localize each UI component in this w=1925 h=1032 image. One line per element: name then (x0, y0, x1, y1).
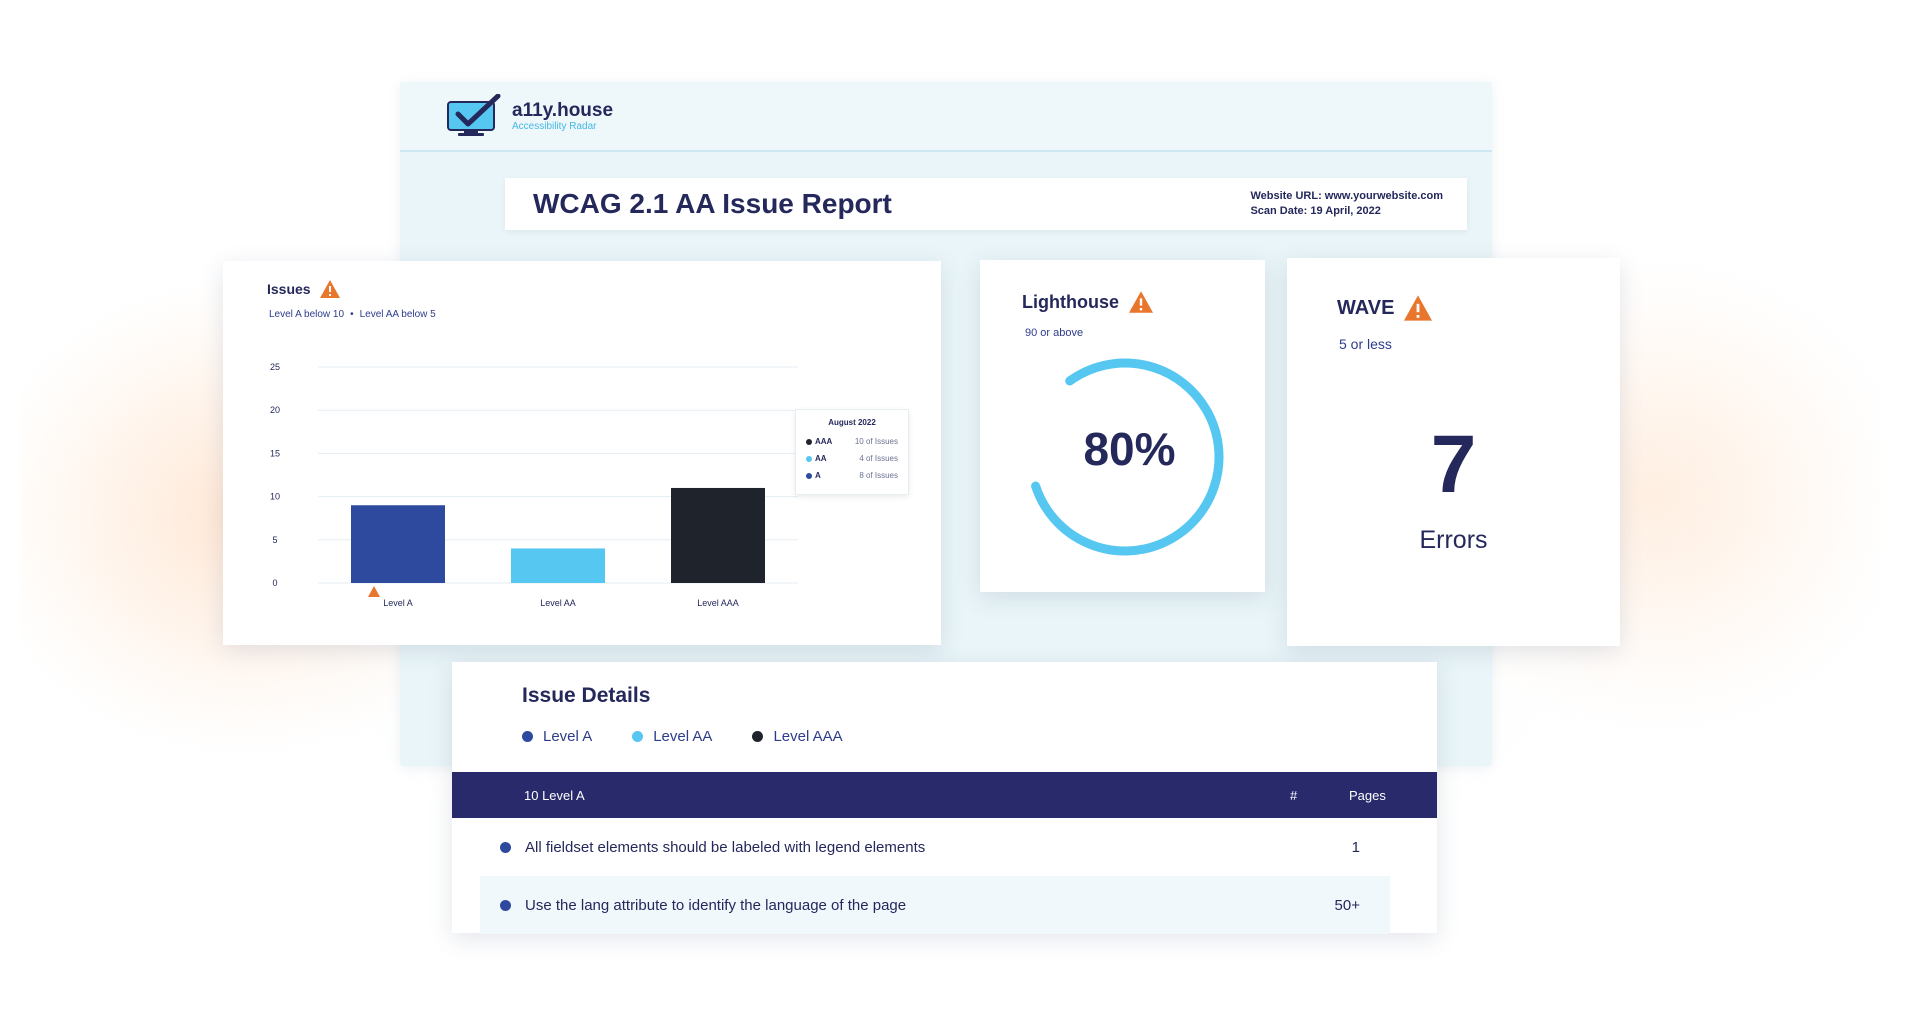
wave-title-text: WAVE (1337, 296, 1395, 319)
issues-targets: Level A below 10 • Level AA below 5 (269, 309, 436, 320)
y-tick-label: 0 (272, 578, 277, 588)
tooltip-label: AA (815, 454, 827, 463)
a-dot (806, 472, 812, 479)
chart-tooltip: August 2022 AAA 10 of Issues AA 4 of Iss… (795, 409, 909, 495)
issues-title: Issues (267, 279, 341, 299)
bar (351, 505, 445, 583)
brand-tagline: Accessibility Radar (512, 120, 597, 132)
x-tick-label: Level AA (540, 598, 576, 608)
brand-logo[interactable]: a11y.house Accessibility Radar (446, 94, 613, 138)
report-header: a11y.house Accessibility Radar (400, 82, 1492, 152)
x-tick-label: Level A (383, 598, 413, 608)
issues-bar-chart: 0 5 10 15 20 25 Level A Level AA Level AAA (270, 362, 798, 608)
legend-level-a[interactable]: Level A (522, 728, 592, 745)
tooltip-row-a: A 8 of Issues (806, 467, 898, 484)
lighthouse-title-text: Lighthouse (1022, 291, 1119, 312)
level-a-dot (500, 841, 511, 853)
warning-icon (319, 280, 340, 298)
y-tick-label: 10 (270, 492, 280, 502)
lighthouse-score: 80% (1083, 423, 1176, 475)
wave-target: 5 or less (1339, 336, 1392, 352)
table-header-level[interactable]: 10 Level A (524, 787, 585, 803)
target-level-aa: Level AA below 5 (359, 309, 436, 320)
report-title-bar: WCAG 2.1 AA Issue Report Website URL: ww… (505, 178, 1467, 230)
wave-card: WAVE 5 or less 7 Errors (1287, 258, 1620, 646)
bar (511, 548, 605, 583)
report-meta: Website URL: www.yourwebsite.com Scan Da… (1250, 189, 1443, 219)
issue-details-card: Issue Details Level A Level AA Level AAA… (452, 662, 1437, 934)
lighthouse-title: Lighthouse (1022, 290, 1155, 314)
issue-page-count: 50+ (1334, 896, 1360, 914)
tooltip-title: August 2022 (828, 418, 876, 427)
wave-title: WAVE (1337, 294, 1434, 322)
table-row[interactable]: Use the lang attribute to identify the l… (480, 876, 1390, 934)
monitor-check-icon (447, 94, 501, 136)
report-title: WCAG 2.1 AA Issue Report (533, 188, 892, 219)
tooltip-value: 10 of Issues (854, 437, 898, 446)
tooltip-row-aaa: AAA 10 of Issues (806, 433, 898, 450)
y-tick-label: 20 (270, 405, 280, 415)
aaa-dot (806, 438, 812, 445)
x-tick-label: Level AAA (697, 598, 739, 608)
table-header-pages[interactable]: Pages (1349, 787, 1386, 803)
tooltip-row-aa: AA 4 of Issues (806, 450, 898, 467)
legend-label: Level AAA (773, 728, 843, 745)
warning-icon (1129, 291, 1153, 313)
issues-title-text: Issues (267, 281, 311, 297)
issues-card: Issues Level A below 10 • Level AA below… (223, 261, 941, 645)
level-a-dot (500, 899, 511, 911)
issue-table-header: 10 Level A # Pages (452, 772, 1437, 818)
level-a-dot (522, 731, 533, 742)
issue-text: Use the lang attribute to identify the l… (525, 896, 907, 914)
warning-icon (1404, 295, 1433, 321)
tooltip-value: 8 of Issues (859, 471, 898, 480)
y-tick-label: 25 (270, 362, 280, 372)
y-tick-label: 5 (272, 535, 277, 545)
bar (671, 487, 765, 583)
level-aa-dot (632, 731, 644, 742)
legend-level-aaa[interactable]: Level AAA (752, 728, 843, 745)
y-tick-label: 15 (270, 448, 280, 458)
level-aaa-dot (752, 731, 764, 742)
issue-details-legend: Level A Level AA Level AAA (522, 728, 843, 745)
warning-icon (368, 586, 380, 597)
scan-date: Scan Date: 19 April, 2022 (1250, 205, 1381, 217)
tooltip-value: 4 of Issues (859, 454, 898, 463)
score-arc (1031, 358, 1224, 556)
issue-page-count: 1 (1351, 838, 1360, 856)
legend-label: Level AA (653, 728, 713, 745)
legend-label: Level A (543, 728, 593, 745)
lighthouse-score-ring (1031, 358, 1224, 556)
wave-error-count: 7 (1430, 419, 1477, 510)
website-url: Website URL: www.yourwebsite.com (1250, 190, 1443, 202)
tooltip-label: A (815, 471, 821, 480)
issue-text: All fieldset elements should be labeled … (525, 838, 926, 856)
issue-details-title: Issue Details (522, 684, 651, 707)
aa-dot (806, 455, 812, 462)
table-header-count[interactable]: # (1290, 787, 1298, 803)
brand-name: a11y.house (512, 99, 614, 121)
table-row[interactable]: All fieldset elements should be labeled … (480, 818, 1390, 876)
target-level-a: Level A below 10 (269, 309, 345, 320)
lighthouse-target: 90 or above (1025, 327, 1084, 339)
tooltip-label: AAA (815, 437, 833, 446)
lighthouse-card: Lighthouse 90 or above 80% (980, 260, 1265, 592)
target-separator: • (350, 309, 354, 320)
wave-error-label: Errors (1419, 526, 1488, 554)
legend-level-aa[interactable]: Level AA (632, 728, 712, 745)
